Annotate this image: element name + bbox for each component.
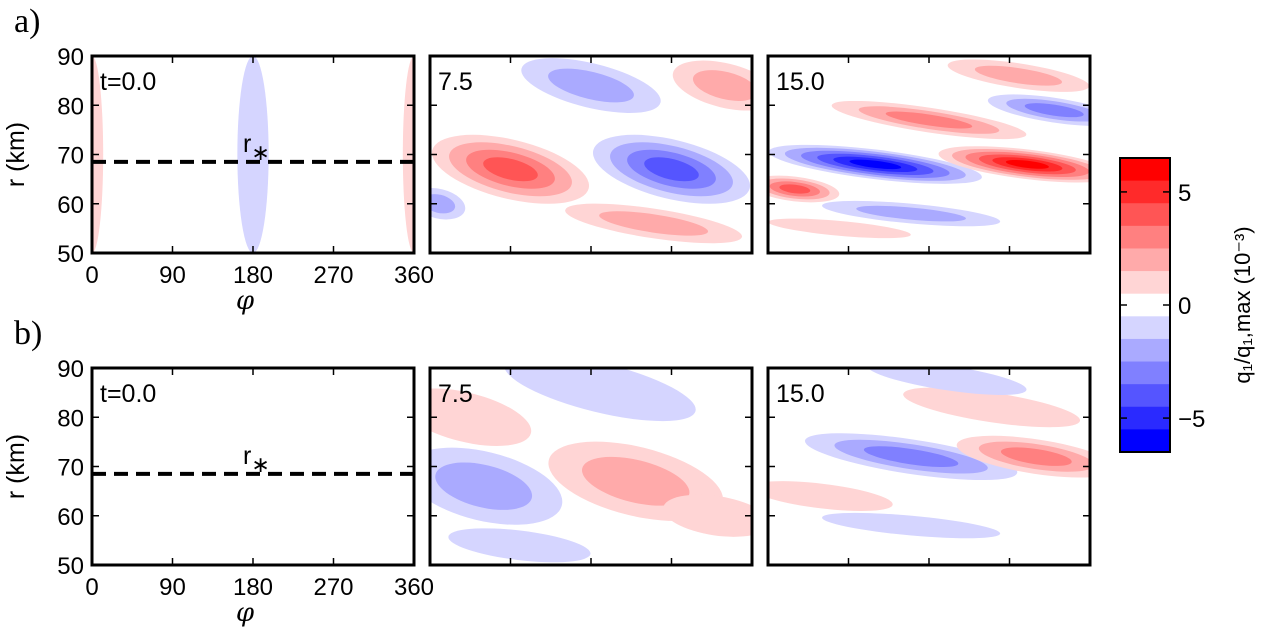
negative-contour [856,205,966,222]
contour-panel [430,368,752,565]
colorbar-swatch [1120,293,1170,317]
colorbar-swatch [1120,248,1170,272]
contour-panel [92,368,414,565]
time-label: t=0.0 [100,380,156,408]
colorbar-swatch [1120,203,1170,227]
y-axis-label: r (km) [2,122,30,187]
x-tick-label: 360 [394,574,434,601]
x-tick-label: 90 [159,574,186,601]
x-axis-label: φ [236,286,255,316]
row-label: a) [14,3,40,40]
time-label: 7.5 [438,380,473,408]
colorbar-swatch [1120,361,1170,385]
x-tick-label: 360 [394,262,434,289]
y-tick-label: 70 [57,455,84,482]
time-label: 7.5 [438,68,473,96]
colorbar-swatch [1120,180,1170,204]
time-label: t=0.0 [100,68,156,96]
negative-contour [863,446,959,468]
x-tick-label: 270 [313,574,353,601]
colorbar-swatch [1120,271,1170,295]
x-axis-label: φ [236,598,255,628]
colorbar-tick-label: 0 [1178,293,1191,320]
x-tick-label: 90 [159,262,186,289]
y-tick-label: 50 [57,553,84,580]
positive-contour [430,388,532,446]
colorbar-label: q₁/q₁,max (10⁻³) [1230,226,1255,383]
y-tick-label: 90 [57,44,84,71]
positive-contour [779,184,811,194]
x-tick-label: 0 [85,262,98,289]
time-label: 15.0 [776,380,825,408]
contour-panel [768,368,1090,565]
panel-background [92,368,414,565]
colorbar-tick-label: 5 [1178,180,1191,207]
x-tick-label: 180 [233,574,273,601]
x-tick-label: 0 [85,574,98,601]
negative-contour [849,159,902,170]
x-tick-label: 180 [233,262,273,289]
colorbar-swatch [1120,338,1170,363]
negative-contour [822,512,1001,539]
y-tick-label: 50 [57,241,84,268]
positive-contour [692,70,752,101]
colorbar-swatch [1120,316,1170,340]
time-label: 15.0 [776,68,825,96]
colorbar-swatch [1120,384,1170,408]
colorbar-swatch [1120,225,1170,249]
negative-contour [548,68,634,103]
y-tick-label: 80 [57,405,84,432]
positive-contour [768,218,911,239]
y-tick-label: 70 [57,143,84,170]
negative-contour [504,368,696,422]
positive-contour [974,65,1062,86]
colorbar-swatch [1120,406,1170,430]
y-tick-label: 80 [57,93,84,120]
y-tick-label: 60 [57,192,84,219]
negative-contour [435,462,533,510]
colorbar-swatch [1120,429,1170,453]
y-tick-label: 60 [57,504,84,531]
positive-contour [768,481,893,511]
positive-contour [599,211,709,236]
y-axis-label: r (km) [2,434,30,499]
positive-contour [663,494,752,537]
positive-contour [582,456,690,506]
row-label: b) [14,315,42,352]
positive-contour [1005,159,1049,169]
negative-contour [644,157,699,182]
contour-panel [768,56,1090,253]
positive-contour [903,387,1081,428]
x-tick-label: 270 [313,262,353,289]
colorbar-tick-label: −5 [1178,406,1205,433]
contour-panel [430,56,752,253]
colorbar-swatch [1120,158,1170,182]
negative-contour [1024,103,1084,118]
negative-contour [448,528,591,563]
positive-contour [483,157,538,182]
negative-contour [237,56,269,253]
y-tick-label: 90 [57,356,84,383]
positive-contour [1000,447,1072,466]
positive-contour [885,111,973,129]
